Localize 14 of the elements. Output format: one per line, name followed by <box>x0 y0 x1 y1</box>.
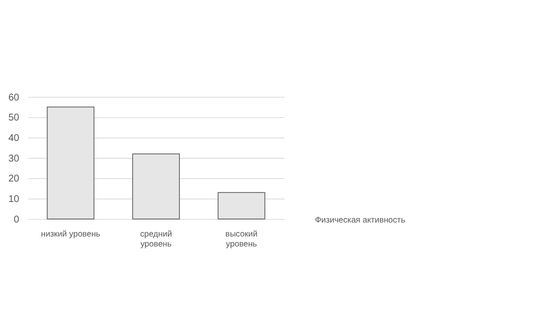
y-tick-label: 20 <box>8 174 20 185</box>
y-tick-label: 30 <box>8 153 20 164</box>
x-tick-label: высокий уровень <box>225 228 258 249</box>
y-tick-label: 0 <box>14 214 20 226</box>
x-tick-label: низкий уровень <box>40 228 100 239</box>
y-tick-label: 50 <box>8 112 20 124</box>
bar <box>218 192 266 220</box>
bar <box>46 106 94 220</box>
y-tick-label: 10 <box>8 194 20 206</box>
y-tick-label: 60 <box>8 92 20 104</box>
x-axis-title: Физическая активность <box>314 214 406 224</box>
x-tick-label: средний уровень <box>140 228 172 249</box>
bar <box>132 153 180 220</box>
y-tick-label: 40 <box>8 132 20 144</box>
